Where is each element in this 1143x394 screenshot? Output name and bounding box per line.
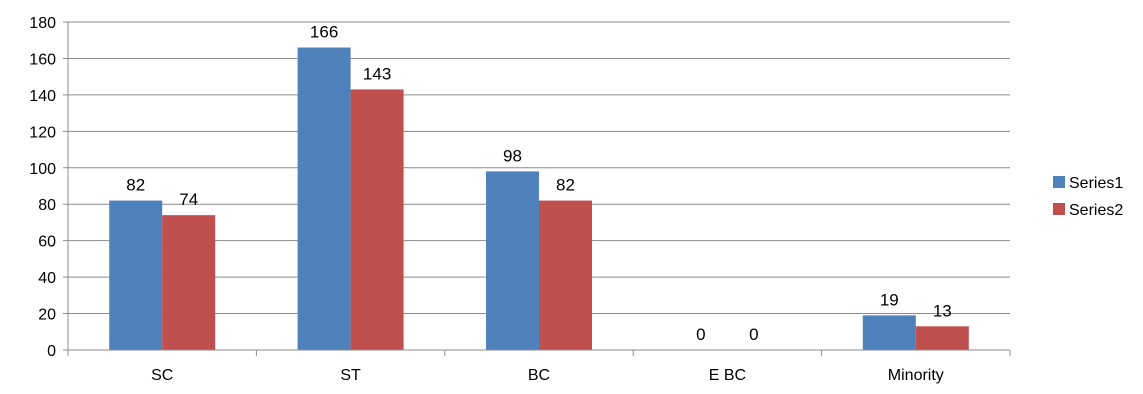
legend-swatch-series2 bbox=[1053, 203, 1065, 215]
y-tick-label: 20 bbox=[38, 307, 56, 324]
axes bbox=[63, 21, 1011, 356]
x-category-label: BC bbox=[528, 367, 550, 384]
bar-series1-st bbox=[297, 47, 351, 351]
data-label: 98 bbox=[503, 146, 522, 165]
bar-series1-sc bbox=[109, 200, 163, 350]
y-tick-label: 0 bbox=[47, 343, 56, 360]
legend-label-series1: Series1 bbox=[1069, 175, 1123, 192]
y-tick-label: 160 bbox=[29, 51, 56, 68]
data-label: 166 bbox=[310, 23, 338, 42]
legend-label-series2: Series2 bbox=[1069, 202, 1123, 219]
data-label: 0 bbox=[696, 325, 705, 344]
bar-series2-bc bbox=[539, 200, 592, 350]
bar-series1-bc bbox=[486, 171, 539, 350]
bar-series2-sc bbox=[162, 215, 216, 350]
data-label: 74 bbox=[179, 190, 198, 209]
data-label: 82 bbox=[556, 176, 575, 195]
y-tick-label: 120 bbox=[29, 124, 56, 141]
x-category-label: SC bbox=[151, 367, 173, 384]
y-tick-label: 140 bbox=[29, 88, 56, 105]
legend-swatch-series1 bbox=[1053, 176, 1065, 188]
y-tick-label: 80 bbox=[38, 197, 56, 214]
data-label: 19 bbox=[880, 290, 899, 309]
bar-series2-st bbox=[350, 89, 404, 350]
data-label: 143 bbox=[363, 64, 391, 83]
y-tick-label: 100 bbox=[29, 161, 56, 178]
x-category-label: Minority bbox=[888, 367, 944, 384]
y-tick-label: 40 bbox=[38, 270, 56, 287]
bar-series2-minority bbox=[915, 326, 969, 350]
y-tick-label: 60 bbox=[38, 234, 56, 251]
gridlines bbox=[68, 21, 1010, 315]
bar-series1-minority bbox=[862, 315, 916, 350]
labels: 0 20 40 60 80 100 120 140 160 180 82 74 SC 166 143 ST 98… bbox=[29, 15, 951, 384]
data-label: 0 bbox=[749, 325, 758, 344]
x-category-label: ST bbox=[340, 367, 361, 384]
data-label: 82 bbox=[126, 176, 145, 195]
bars bbox=[109, 47, 969, 351]
legend: Series1 Series2 bbox=[1053, 175, 1123, 219]
x-category-label: E BC bbox=[709, 367, 746, 384]
data-label: 13 bbox=[933, 301, 952, 320]
y-tick-label: 180 bbox=[29, 15, 56, 32]
